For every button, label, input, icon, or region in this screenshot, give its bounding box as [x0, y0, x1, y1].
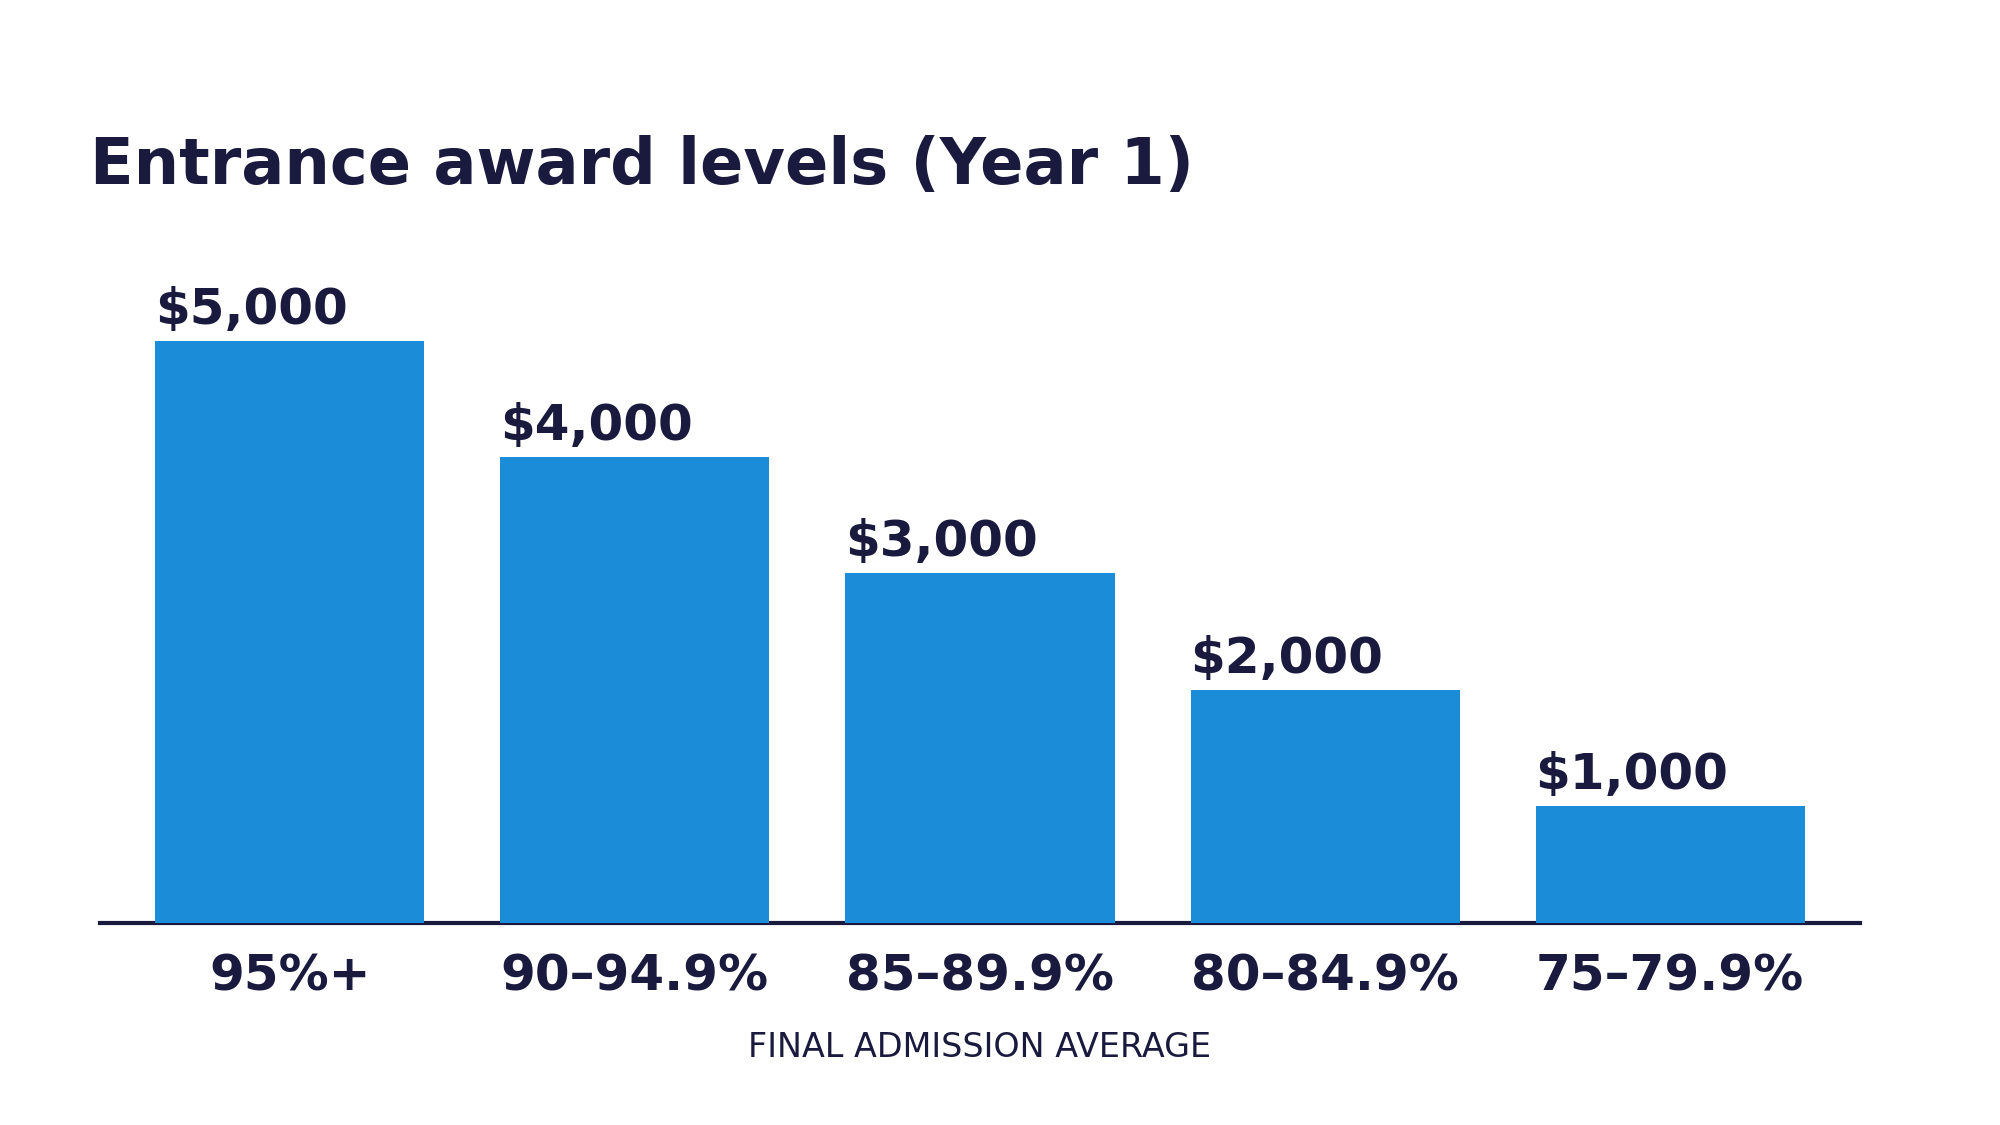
Text: $3,000: $3,000 [846, 519, 1038, 566]
Text: $1,000: $1,000 [1536, 752, 1728, 799]
Bar [156, 341, 424, 922]
Text: $4,000: $4,000 [500, 402, 694, 450]
Text: $5,000: $5,000 [156, 286, 348, 334]
X-axis label: FINAL ADMISSION AVERAGE: FINAL ADMISSION AVERAGE [748, 1030, 1212, 1064]
Bar [1190, 690, 1460, 922]
Bar [846, 574, 1114, 922]
Bar [1536, 807, 1804, 922]
Text: Entrance award levels (Year 1): Entrance award levels (Year 1) [90, 135, 1194, 197]
Text: $2,000: $2,000 [1190, 634, 1384, 683]
Bar [500, 457, 770, 922]
